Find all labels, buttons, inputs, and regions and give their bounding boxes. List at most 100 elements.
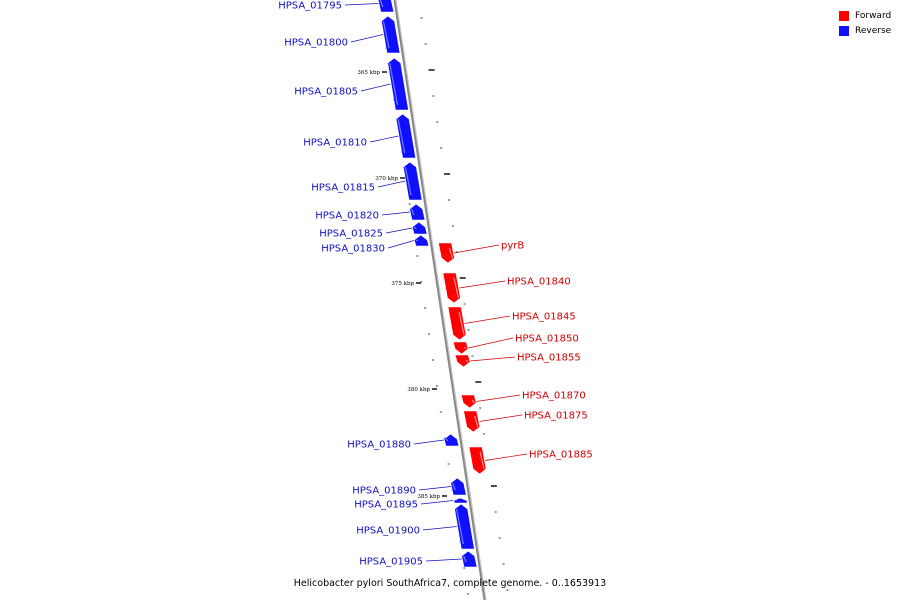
gene-shade-hpsa_01795 bbox=[379, 0, 384, 8]
gene-arrow-hpsa_01810[interactable] bbox=[395, 113, 417, 159]
leader-line-hpsa_01805 bbox=[360, 83, 391, 92]
leader-line-hpsa_01880 bbox=[413, 439, 445, 445]
gene-shade-hpsa_01840 bbox=[453, 277, 460, 299]
leader-line-hpsa_01890 bbox=[418, 486, 452, 491]
scale-label: 365 kbp bbox=[357, 70, 380, 76]
gene-label-hpsa_01890: HPSA_01890 bbox=[352, 486, 416, 497]
scale-label: 385 kbp bbox=[417, 494, 440, 500]
gene-shade-hpsa_01810 bbox=[397, 118, 406, 154]
gene-shade-hpsa_01815 bbox=[404, 166, 412, 196]
leader-line-hpsa_01820 bbox=[381, 211, 410, 216]
gene-label-hpsa_01795: HPSA_01795 bbox=[278, 1, 342, 12]
gene-shade-hpsa_01845 bbox=[458, 311, 465, 336]
gene-shade-hpsa_01880 bbox=[445, 438, 449, 442]
legend: Forward Reverse bbox=[839, 8, 891, 38]
leader-line-hpsa_01800 bbox=[350, 34, 384, 43]
gene-arrow-hpsa_01850[interactable] bbox=[452, 341, 469, 355]
gene-shade-hpsa_01825 bbox=[413, 226, 417, 230]
gene-arrow-hpsa_01820[interactable] bbox=[409, 203, 426, 221]
gene-arrow-hpsa_01840[interactable] bbox=[442, 272, 461, 304]
gene-arrow-hpsa_01855[interactable] bbox=[454, 354, 471, 368]
gene-label-hpsa_01900: HPSA_01900 bbox=[356, 526, 420, 537]
leader-line-hpsa_01855 bbox=[470, 356, 516, 362]
reverse-swatch bbox=[839, 25, 849, 36]
gene-shade-hpsa_01805 bbox=[389, 62, 399, 106]
gene-labels: HPSA_01795 HPSA_01800 HPSA_01805 HPSA_01810… bbox=[278, 1, 593, 568]
leader-line-hpsa_01895 bbox=[420, 500, 454, 505]
scale-label: 380 kbp bbox=[407, 387, 430, 393]
gene-arrow-hpsa_01895[interactable] bbox=[453, 497, 468, 504]
leader-line-hpsa_01830 bbox=[387, 240, 415, 249]
backbone-line bbox=[393, 0, 487, 600]
gene-arrow-hpsa_01875[interactable] bbox=[463, 410, 481, 433]
gene-arrow-hpsa_01830[interactable] bbox=[413, 234, 430, 247]
leader-line-hpsa_01795 bbox=[344, 3, 379, 6]
gene-label-hpsa_01820: HPSA_01820 bbox=[315, 211, 379, 222]
gene-arrow-hpsa_01795[interactable] bbox=[377, 0, 395, 13]
leader-line-hpsa_01870 bbox=[476, 394, 521, 402]
legend-forward: Forward bbox=[839, 8, 891, 23]
leader-line-hpsa_01815 bbox=[377, 180, 406, 188]
gene-label-hpsa_01840: HPSA_01840 bbox=[507, 277, 571, 288]
scale-label: 370 kbp bbox=[375, 176, 398, 182]
legend-forward-label: Forward bbox=[855, 10, 892, 21]
gene-label-hpsa_01880: HPSA_01880 bbox=[347, 440, 411, 451]
gene-label-hpsa_01905: HPSA_01905 bbox=[359, 557, 423, 568]
gene-shade-hpsa_01830 bbox=[415, 239, 419, 242]
leader-line-hpsa_01850 bbox=[468, 337, 514, 349]
scale-labels: 365 kbp 370 kbp 375 kbp 380 kbp 385 kbp bbox=[357, 70, 447, 500]
gene-label-hpsa_01875: HPSA_01875 bbox=[524, 411, 588, 422]
leader-line-hpsa_01905 bbox=[425, 558, 462, 562]
gene-features bbox=[377, 0, 487, 568]
gene-shade-hpsa_01875 bbox=[474, 415, 479, 428]
gene-shade-hpsa_01885 bbox=[479, 451, 485, 470]
gene-shade-pyrb bbox=[448, 247, 454, 259]
gene-arrow-hpsa_01885[interactable] bbox=[468, 446, 487, 475]
gene-label-hpsa_01870: HPSA_01870 bbox=[522, 391, 586, 402]
gene-shade-hpsa_01855 bbox=[465, 359, 469, 363]
gene-arrow-hpsa_01825[interactable] bbox=[411, 221, 428, 235]
leader-line-pyrb bbox=[453, 244, 500, 254]
gene-label-pyrb: pyrB bbox=[501, 241, 524, 252]
leader-line-hpsa_01840 bbox=[459, 280, 506, 289]
gene-label-hpsa_01850: HPSA_01850 bbox=[515, 334, 579, 345]
leader-line-hpsa_01885 bbox=[485, 453, 528, 461]
gene-arrow-hpsa_01845[interactable] bbox=[447, 306, 467, 341]
gene-arrow-hpsa_01870[interactable] bbox=[460, 394, 477, 409]
gene-shade-hpsa_01905 bbox=[463, 555, 467, 563]
gene-shade-hpsa_01800 bbox=[382, 20, 390, 49]
gene-label-hpsa_01810: HPSA_01810 bbox=[303, 138, 367, 149]
gene-shade-hpsa_01850 bbox=[463, 346, 467, 350]
genome-backbone bbox=[393, 0, 487, 600]
gene-arrow-hpsa_01890[interactable] bbox=[450, 477, 467, 496]
gene-label-hpsa_01800: HPSA_01800 bbox=[284, 38, 348, 49]
leader-line-hpsa_01825 bbox=[385, 227, 413, 234]
gene-arrow-hpsa_01880[interactable] bbox=[443, 433, 460, 447]
leader-line-hpsa_01875 bbox=[479, 414, 523, 422]
gene-shade-hpsa_01820 bbox=[411, 208, 415, 216]
gene-label-hpsa_01825: HPSA_01825 bbox=[319, 229, 383, 240]
label-leader-lines bbox=[344, 3, 528, 562]
gene-label-hpsa_01815: HPSA_01815 bbox=[311, 183, 375, 194]
legend-reverse-label: Reverse bbox=[855, 25, 892, 36]
legend-reverse: Reverse bbox=[839, 23, 891, 38]
backbone-highlight bbox=[395, 0, 487, 600]
gene-label-hpsa_01830: HPSA_01830 bbox=[321, 244, 385, 255]
gene-arrow-hpsa_01905[interactable] bbox=[461, 550, 478, 568]
gene-shade-hpsa_01890 bbox=[452, 482, 456, 491]
gene-shade-hpsa_01900 bbox=[456, 508, 464, 545]
gene-label-hpsa_01895: HPSA_01895 bbox=[354, 500, 418, 511]
map-caption: Helicobacter pylori SouthAfrica7, comple… bbox=[293, 578, 607, 589]
leader-line-hpsa_01845 bbox=[464, 315, 511, 324]
gene-arrow-pyrb[interactable] bbox=[438, 242, 455, 264]
scale-label: 375 kbp bbox=[391, 281, 414, 287]
gene-arrow-hpsa_01805[interactable] bbox=[387, 57, 409, 111]
gene-arrow-hpsa_01900[interactable] bbox=[454, 503, 475, 550]
gene-label-hpsa_01845: HPSA_01845 bbox=[512, 312, 576, 323]
gene-arrow-hpsa_01800[interactable] bbox=[381, 15, 401, 54]
gene-arrow-hpsa_01815[interactable] bbox=[402, 161, 423, 201]
gene-shade-hpsa_01870 bbox=[471, 399, 475, 404]
gene-label-hpsa_01885: HPSA_01885 bbox=[529, 450, 593, 461]
gene-label-hpsa_01855: HPSA_01855 bbox=[517, 353, 581, 364]
